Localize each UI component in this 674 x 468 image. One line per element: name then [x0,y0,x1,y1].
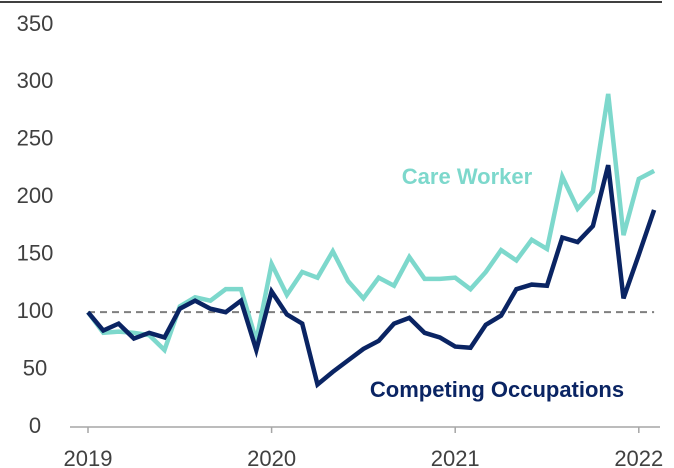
series-label: Care Worker [402,164,533,189]
y-tick-label: 250 [17,126,54,151]
y-tick-label: 0 [29,413,41,438]
y-tick-label: 300 [17,68,54,93]
x-tick-label: 2021 [431,446,480,468]
series-line [86,164,657,389]
y-tick-label: 350 [17,11,54,36]
x-tick-label: 2020 [247,446,296,468]
x-tick-label: 2022 [614,446,663,468]
y-tick-label: 150 [17,241,54,266]
y-tick-label: 200 [17,183,54,208]
y-tick-label: 50 [23,355,47,380]
series-label: Competing Occupations [370,377,624,402]
y-tick-label: 100 [17,298,54,323]
x-tick-label: 2019 [64,446,113,468]
